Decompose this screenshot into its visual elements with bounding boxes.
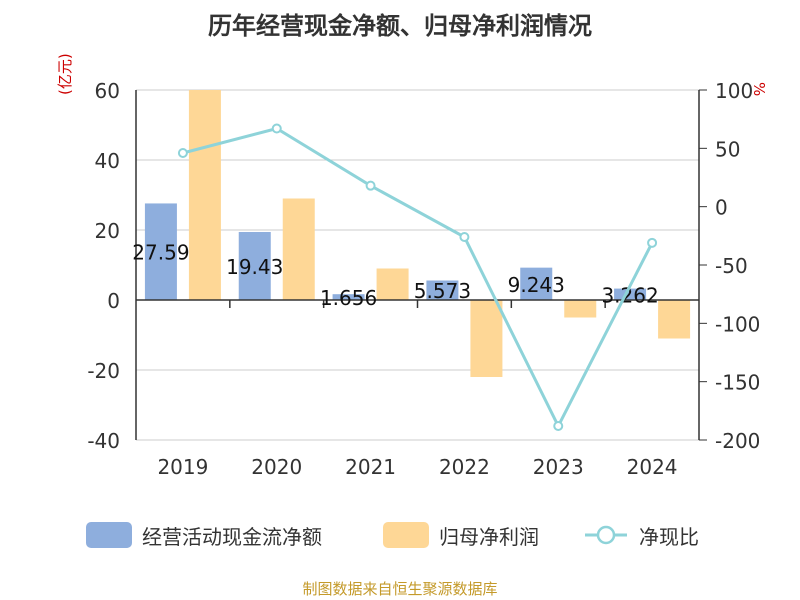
point-ratio	[459, 232, 470, 242]
x-axis-tick-label: 2019	[157, 455, 208, 479]
legend-line-ratio-icon	[585, 525, 627, 545]
chart-legend: 经营活动现金流净额 归母净利润 净现比	[0, 518, 800, 552]
point-ratio	[553, 421, 564, 431]
data-label-cashflow: 5.573	[414, 279, 471, 303]
left-axis-tick-label: -40	[87, 429, 120, 453]
right-axis-tick-label: -50	[715, 254, 748, 278]
bar-cashflow	[520, 267, 553, 300]
bar-net-profit	[376, 268, 409, 300]
x-axis-tick-label: 2023	[533, 455, 584, 479]
bar-cashflow	[144, 203, 177, 300]
bar-net-profit	[282, 198, 315, 300]
point-ratio	[271, 123, 282, 134]
legend-item-net-profit[interactable]: 归母净利润	[383, 518, 539, 552]
point-ratio	[365, 180, 376, 191]
right-axis-tick-label: -100	[715, 312, 760, 336]
x-axis-tick-label: 2021	[345, 455, 396, 479]
data-source: 制图数据来自恒生聚源数据库	[302, 580, 498, 598]
bar-net-profit	[470, 300, 503, 377]
point-ratio	[647, 237, 658, 248]
legend-label-ratio: 净现比	[639, 524, 699, 549]
right-axis-tick-label: 0	[715, 196, 728, 220]
bar-net-profit	[188, 90, 221, 300]
bar-cashflow	[426, 280, 459, 300]
legend-swatch-net-profit	[383, 522, 429, 548]
bar-net-profit	[564, 300, 597, 318]
left-axis-tick-label: 0	[107, 289, 120, 313]
legend-label-cashflow: 经营活动现金流净额	[142, 524, 322, 549]
left-axis-tick-label: 60	[95, 79, 120, 103]
right-axis-tick-label: 100	[715, 79, 753, 103]
data-label-cashflow: 9.243	[508, 273, 565, 297]
line-ratio	[182, 126, 654, 430]
bar-cashflow	[238, 231, 271, 300]
legend-item-cashflow[interactable]: 经营活动现金流净额	[86, 518, 322, 552]
bar-cashflow	[614, 288, 647, 300]
data-label-cashflow: 27.59	[132, 241, 189, 265]
x-axis-tick-label: 2022	[439, 455, 490, 479]
left-axis-tick-label: 40	[95, 149, 120, 173]
bar-cashflow	[332, 294, 365, 300]
legend-item-ratio[interactable]: 净现比	[583, 518, 699, 552]
legend-label-net-profit: 归母净利润	[439, 524, 539, 549]
right-axis-tick-label: -200	[715, 429, 760, 453]
data-label-cashflow: 19.43	[226, 255, 283, 279]
bar-net-profit	[658, 300, 691, 339]
x-axis-tick-label: 2024	[627, 455, 678, 479]
data-label-cashflow: 1.656	[320, 286, 377, 310]
x-axis-tick-label: 2020	[251, 455, 302, 479]
left-axis-tick-label: 20	[95, 219, 120, 243]
right-axis-tick-label: -150	[715, 371, 760, 395]
left-axis-tick-label: -20	[87, 359, 120, 383]
chart-title: 历年经营现金净额、归母净利润情况	[208, 12, 592, 40]
legend-swatch-cashflow	[86, 522, 132, 548]
right-axis-tick-label: 50	[715, 137, 740, 161]
point-ratio	[177, 148, 188, 158]
